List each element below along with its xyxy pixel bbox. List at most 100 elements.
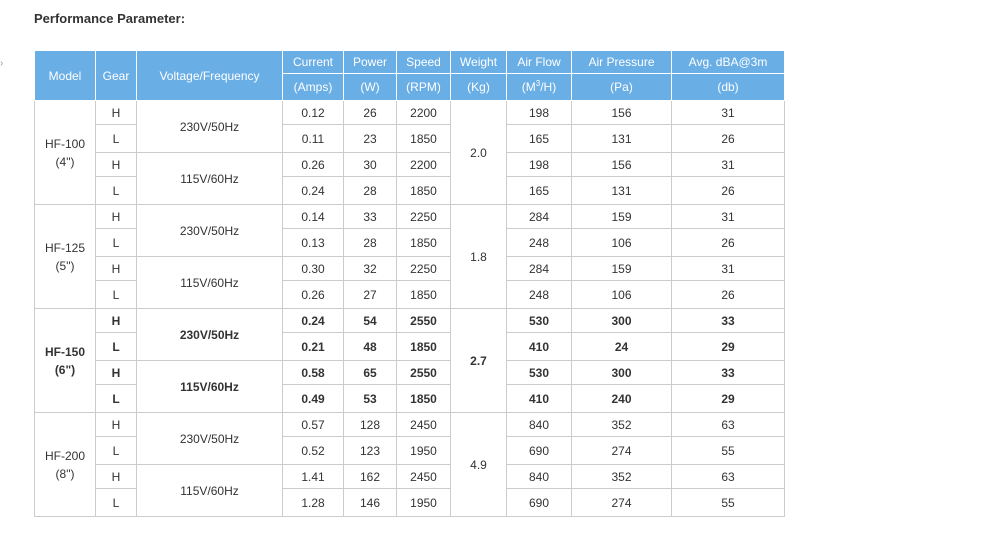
current-cell: 0.57 [282,412,344,437]
gear-cell: L [95,384,137,413]
gear-cell: L [95,436,137,465]
model-cell: HF-100 (4") [34,100,96,205]
speed-cell: 1950 [396,436,451,465]
table-row: HF-200 (8") H 230V/50Hz 0.57 128 2450 4.9 840 352… [34,412,785,517]
noise-cell: 31 [671,204,785,229]
current-cell: 0.24 [282,176,344,205]
power-cell: 162 [343,464,397,489]
speed-cell: 2550 [396,360,451,385]
noise-cell: 26 [671,228,785,257]
performance-table: Model Gear Voltage/Frequency Current Pow… [34,50,785,517]
speed-cell: 2200 [396,100,451,125]
current-cell: 1.28 [282,488,344,517]
power-cell: 26 [343,100,397,125]
gear-cell: L [95,488,137,517]
noise-cell: 31 [671,152,785,177]
pressure-cell: 274 [571,436,672,465]
power-cell: 53 [343,384,397,413]
current-cell: 0.24 [282,308,344,333]
pressure-cell: 274 [571,488,672,517]
gear-cell: L [95,124,137,153]
gear-cell: L [95,176,137,205]
header-noise-unit: (db) [671,73,785,101]
current-cell: 1.41 [282,464,344,489]
side-marker: › [0,58,4,69]
airflow-cell: 198 [506,100,572,125]
model-name: HF-150 [44,344,85,359]
header-speed-unit: (RPM) [396,73,451,101]
gear-cell: L [95,280,137,309]
table-row: L 0.24 28 1850 165 131 26 [35,176,785,205]
header-weight-unit: (Kg) [450,73,507,101]
noise-cell: 26 [671,176,785,205]
power-cell: 123 [343,436,397,465]
speed-cell: 1850 [396,176,451,205]
airflow-cell: 530 [506,360,572,385]
current-cell: 0.14 [282,204,344,229]
power-cell: 27 [343,280,397,309]
weight-cell: 4.9 [450,412,507,517]
model-size: (4") [55,154,75,169]
power-cell: 48 [343,332,397,361]
current-cell: 0.30 [282,256,344,281]
power-cell: 23 [343,124,397,153]
model-size: (8") [55,466,75,481]
model-name: HF-100 [44,136,85,151]
speed-cell: 2250 [396,204,451,229]
table-row: H 115V/60Hz 0.58 65 2550 530 300 33 [35,360,785,413]
speed-cell: 1850 [396,332,451,361]
power-cell: 54 [343,308,397,333]
airflow-unit-post: /H) [540,80,557,94]
current-cell: 0.11 [282,124,344,153]
table-row: H 115V/60Hz 0.30 32 2250 284 159 31 [35,256,785,309]
pressure-cell: 131 [571,176,672,205]
gear-cell: H [95,204,137,229]
header-current-unit: (Amps) [282,73,344,101]
airflow-cell: 284 [506,204,572,229]
gear-cell: H [95,412,137,437]
table-row: L 0.11 23 1850 165 131 26 [35,124,785,153]
weight-cell: 1.8 [450,204,507,309]
header-noise: Avg. dBA@3m [671,50,785,74]
header-airflow-unit: (M3/H) [506,73,572,101]
noise-cell: 63 [671,464,785,489]
airflow-cell: 284 [506,256,572,281]
header-power: Power [343,50,397,74]
header-pressure: Air Pressure [571,50,672,74]
model-cell: HF-125 (5") [34,204,96,309]
table-body: HF-100 (4") H 230V/50Hz 0.12 26 2200 2.0 198 156 3… [34,100,785,517]
header-gear: Gear [95,50,137,101]
header-model: Model [34,50,96,101]
header-current: Current [282,50,344,74]
noise-cell: 26 [671,280,785,309]
pressure-cell: 106 [571,228,672,257]
table-row: HF-150 (6") H 230V/50Hz 0.24 54 2550 2.7 530 300 3… [34,308,785,413]
header-airflow: Air Flow [506,50,572,74]
header-voltage: Voltage/Frequency [136,50,283,101]
speed-cell: 2450 [396,412,451,437]
noise-cell: 33 [671,360,785,385]
noise-cell: 63 [671,412,785,437]
airflow-cell: 690 [506,436,572,465]
noise-cell: 31 [671,100,785,125]
voltage-cell: 115V/60Hz [136,152,283,205]
airflow-unit-pre: (M [521,80,536,94]
gear-cell: H [95,152,137,177]
airflow-cell: 248 [506,280,572,309]
power-cell: 32 [343,256,397,281]
header-pressure-unit: (Pa) [571,73,672,101]
header-power-unit: (W) [343,73,397,101]
pressure-cell: 156 [571,100,672,125]
gear-cell: H [95,464,137,489]
voltage-cell: 115V/60Hz [136,256,283,309]
gear-cell: H [95,100,137,125]
voltage-cell: 230V/50Hz [136,204,283,257]
airflow-cell: 530 [506,308,572,333]
voltage-cell: 230V/50Hz [136,412,283,465]
airflow-cell: 165 [506,176,572,205]
speed-cell: 1850 [396,280,451,309]
gear-cell: H [95,256,137,281]
pressure-cell: 352 [571,412,672,437]
table-row: L 0.21 48 1850 410 24 29 [35,332,785,361]
pressure-cell: 156 [571,152,672,177]
